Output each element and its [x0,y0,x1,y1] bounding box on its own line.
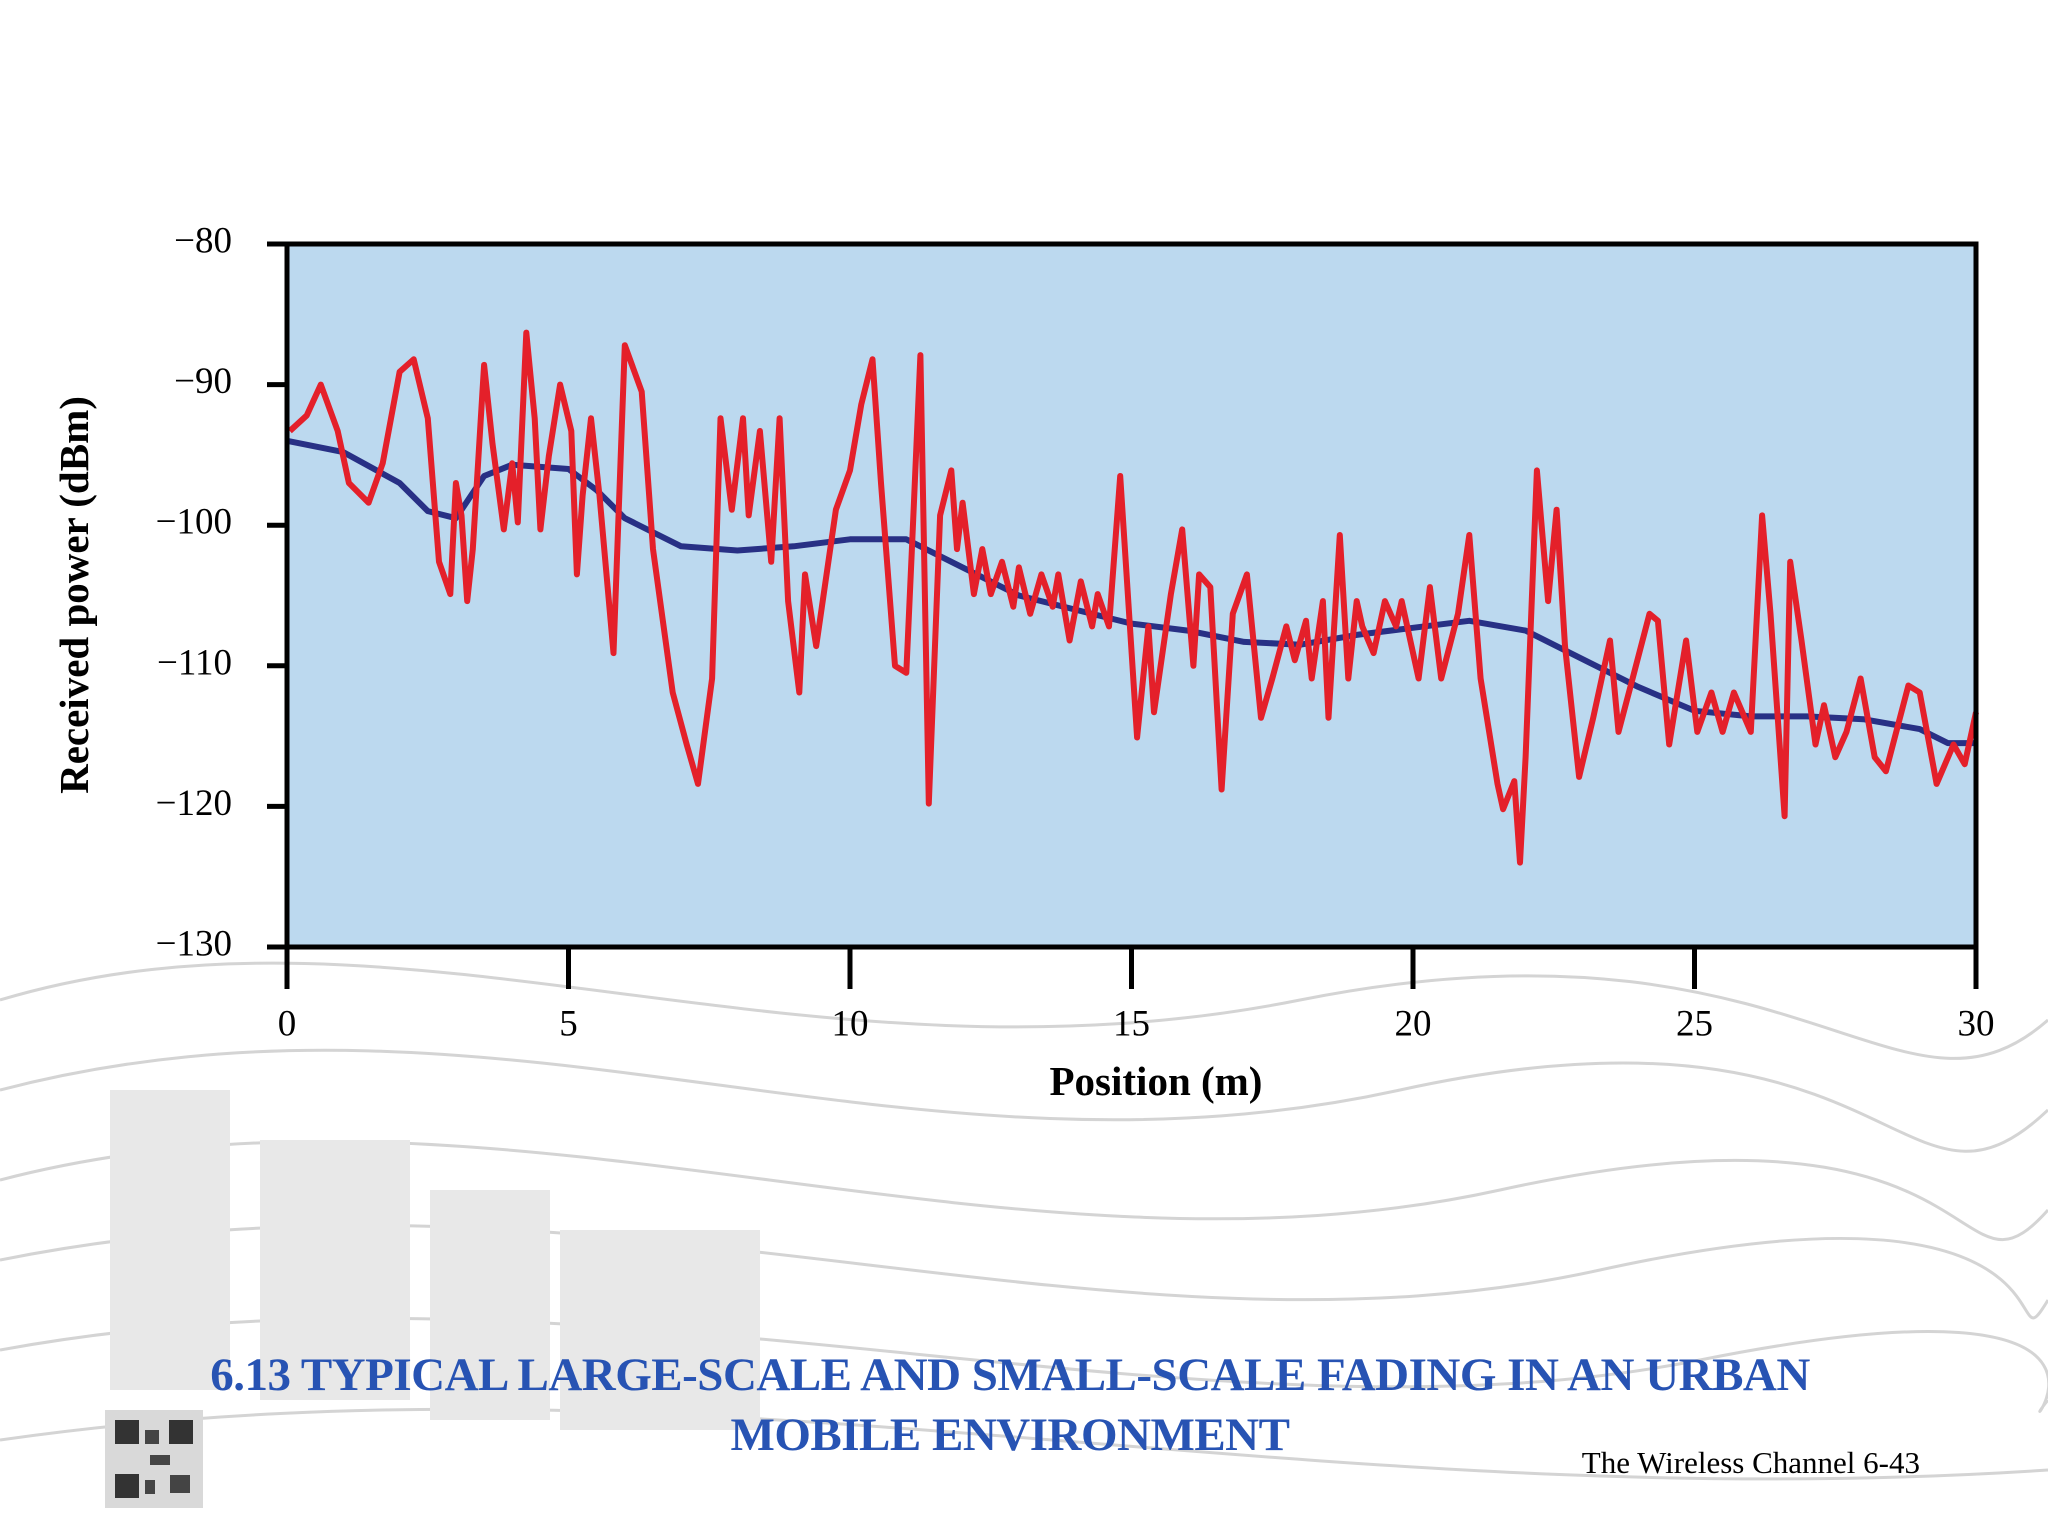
x-tick-label: 10 [832,1003,869,1044]
x-tick-label: 25 [1676,1003,1713,1044]
slide-footer: The Wireless Channel 6-43 [1581,1445,1920,1480]
x-tick-label: 5 [559,1003,578,1044]
x-tick-label: 30 [1958,1003,1995,1044]
background-buildings [110,1090,760,1430]
y-tick-label: −130 [156,923,232,964]
x-tick-label: 0 [278,1003,297,1044]
x-tick-label: 20 [1395,1003,1432,1044]
y-tick-label: −100 [156,502,232,543]
x-axis-label: Position (m) [1050,1058,1263,1104]
x-tick-label: 15 [1113,1003,1150,1044]
y-tick-label: −90 [174,361,232,402]
y-tick-label: −120 [156,783,232,824]
slide-caption: 6.13 TYPICAL LARGE-SCALE AND SMALL-SCALE… [210,1349,1810,1461]
y-axis-label: Received power (dBm) [51,396,97,794]
y-tick-label: −80 [174,220,232,261]
data-line [287,329,1979,866]
y-tick-label: −110 [157,642,232,683]
qr-code [105,1410,203,1508]
plot-area [287,244,1976,947]
